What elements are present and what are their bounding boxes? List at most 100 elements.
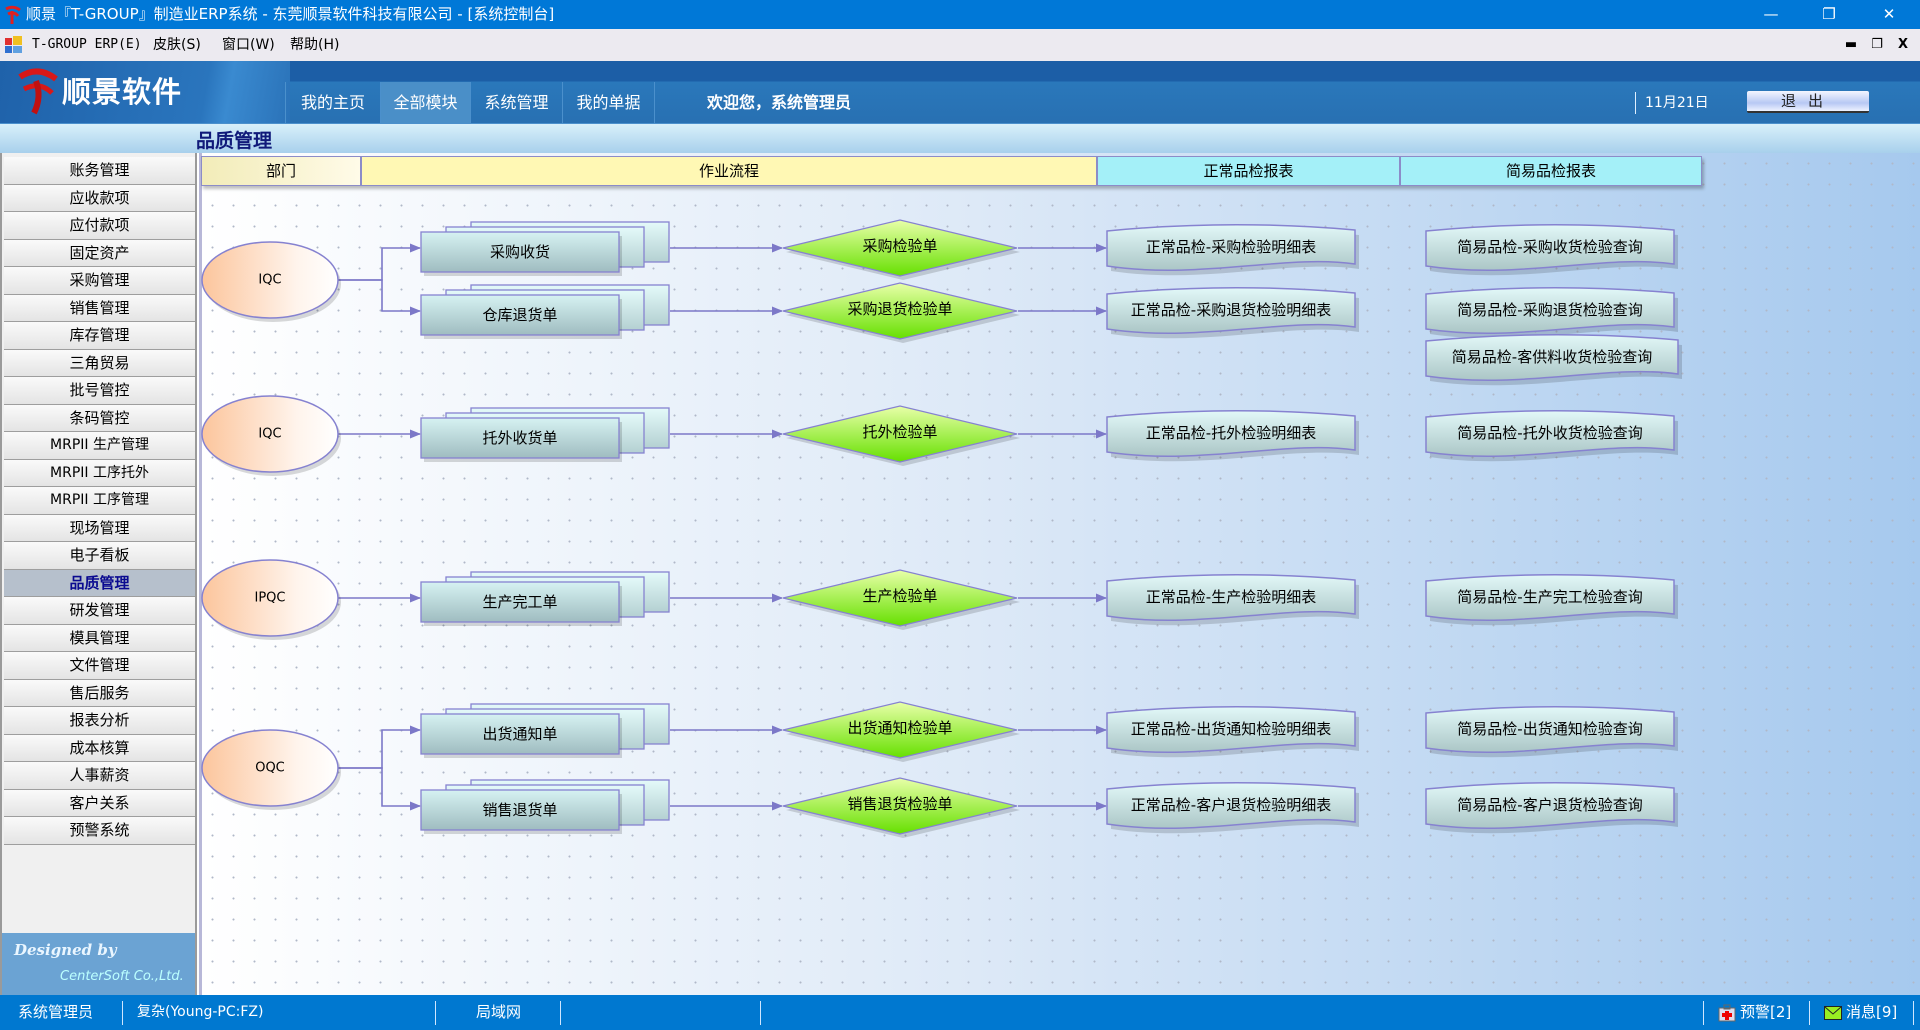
sidebar-item[interactable]: 客户关系 — [4, 789, 195, 817]
simple-report-link[interactable]: 简易品检-客户退货检验查询 — [1425, 782, 1678, 834]
sidebar-item[interactable]: 现场管理 — [4, 514, 195, 542]
inspection-node[interactable]: 托外检验单 — [782, 405, 1020, 466]
connector-arrow — [338, 243, 422, 281]
mdi-close-button[interactable]: X — [1897, 37, 1909, 52]
sidebar-item[interactable]: 应付款项 — [4, 212, 195, 240]
report-shape — [1106, 782, 1356, 829]
messages-link[interactable]: 消息[9] — [1846, 1003, 1898, 1021]
tab-system-management[interactable]: 系统管理 — [470, 82, 562, 123]
department-label: IQC — [258, 273, 281, 288]
tab-home[interactable]: 我的主页 — [285, 82, 380, 123]
report-label: 正常品检-出货通知检验明细表 — [1131, 720, 1331, 738]
simple-report-link[interactable]: 简易品检-客供料收货检验查询 — [1425, 334, 1682, 386]
document-node[interactable]: 仓库退货单 — [420, 284, 670, 339]
sidebar-item[interactable]: 账务管理 — [4, 157, 195, 185]
normal-report-link[interactable]: 正常品检-客户退货检验明细表 — [1106, 782, 1359, 834]
quality-flow-diagram: IQC IQC IPQC OQC 采购收货仓库退货单托外收货单生产完工单出货通知单销售退… — [201, 219, 1682, 838]
simple-report-link[interactable]: 简易品检-出货通知检验查询 — [1425, 706, 1678, 758]
document-node[interactable]: 出货通知单 — [420, 703, 670, 758]
department-node[interactable]: IQC — [201, 395, 341, 476]
menu-tgroup-erp[interactable]: T-GROUP ERP(E) — [32, 37, 142, 52]
inspection-diamond — [782, 701, 1018, 759]
sidebar-item[interactable]: MRPII 生产管理 — [4, 432, 195, 460]
normal-report-link[interactable]: 正常品检-出货通知检验明细表 — [1106, 706, 1359, 758]
mdi-minimize-button[interactable]: ▬ — [1844, 37, 1858, 52]
sidebar-item[interactable]: 成本核算 — [4, 734, 195, 762]
inspection-node[interactable]: 出货通知检验单 — [782, 701, 1020, 762]
sidebar-item[interactable]: MRPII 工序托外 — [4, 459, 195, 487]
department-node[interactable]: OQC — [201, 729, 341, 810]
report-shape — [1106, 706, 1356, 753]
report-shape — [1425, 410, 1675, 457]
title-bar: 顺景『T-GROUP』制造业ERP系统 - 东莞顺景软件科技有限公司 - [系统… — [0, 0, 1920, 29]
exit-button[interactable]: 退出 — [1747, 91, 1869, 113]
sidebar-item[interactable]: 品质管理 — [4, 569, 195, 597]
sidebar-item[interactable]: 批号管控 — [4, 377, 195, 405]
sidebar-item[interactable]: 应收款项 — [4, 184, 195, 212]
sidebar-item[interactable]: 销售管理 — [4, 294, 195, 322]
inspection-label: 采购检验单 — [862, 237, 937, 255]
minimize-button[interactable]: — — [1763, 5, 1779, 23]
sidebar-item[interactable]: 电子看板 — [4, 542, 195, 570]
menu-help[interactable]: 帮助(H) — [290, 37, 340, 53]
document-label: 仓库退货单 — [482, 306, 557, 324]
inspection-node[interactable]: 采购退货检验单 — [782, 282, 1020, 343]
status-divider — [435, 1001, 436, 1025]
alerts-link[interactable]: 预警[2] — [1740, 1003, 1792, 1021]
tab-all-modules[interactable]: 全部模块 — [380, 82, 470, 123]
restore-button[interactable]: ❐ — [1822, 5, 1836, 23]
inspection-node[interactable]: 生产检验单 — [782, 569, 1020, 630]
sidebar-item[interactable]: 售后服务 — [4, 679, 195, 707]
app-menu-icon[interactable] — [5, 36, 23, 54]
designed-by-panel: Designed by CenterSoft Co.,Ltd. — [2, 933, 195, 995]
sidebar-item[interactable]: 研发管理 — [4, 597, 195, 625]
tab-my-documents[interactable]: 我的单据 — [562, 82, 655, 123]
simple-report-link[interactable]: 简易品检-采购退货检验查询 — [1425, 287, 1678, 339]
simple-report-link[interactable]: 简易品检-托外收货检验查询 — [1425, 410, 1678, 462]
department-node[interactable]: IPQC — [201, 559, 341, 640]
alert-kit-icon[interactable] — [1718, 1004, 1736, 1022]
department-node[interactable]: IQC — [201, 241, 341, 322]
inspection-node[interactable]: 采购检验单 — [782, 219, 1020, 280]
sidebar-item[interactable]: 预警系统 — [4, 817, 195, 845]
document-node[interactable]: 采购收货 — [420, 221, 670, 276]
logo: 顺景软件 — [0, 61, 290, 123]
menu-skin[interactable]: 皮肤(S) — [153, 37, 201, 53]
sidebar-item[interactable]: 库存管理 — [4, 322, 195, 350]
document-node[interactable]: 销售退货单 — [420, 779, 670, 834]
normal-report-link[interactable]: 正常品检-托外检验明细表 — [1106, 410, 1359, 462]
mdi-restore-button[interactable]: ❐ — [1871, 37, 1883, 52]
sidebar-item[interactable]: 人事薪资 — [4, 762, 195, 790]
sidebar-item[interactable]: 固定资产 — [4, 239, 195, 267]
menu-window[interactable]: 窗口(W) — [222, 37, 275, 53]
message-envelope-icon[interactable] — [1824, 1006, 1842, 1020]
sidebar-item[interactable]: 模具管理 — [4, 624, 195, 652]
sidebar-item[interactable]: MRPII 工序管理 — [4, 487, 195, 515]
logo-swoosh-icon — [18, 68, 58, 115]
status-user: 系统管理员 — [18, 1003, 94, 1021]
report-label: 简易品检-客供料收货检验查询 — [1452, 348, 1652, 366]
report-label: 简易品检-托外收货检验查询 — [1457, 424, 1642, 442]
normal-report-link[interactable]: 正常品检-生产检验明细表 — [1106, 574, 1359, 626]
column-department: 部门 — [201, 156, 361, 186]
page-title: 品质管理 — [196, 130, 273, 152]
sidebar-item[interactable]: 三角贸易 — [4, 349, 195, 377]
simple-report-link[interactable]: 简易品检-生产完工检验查询 — [1425, 574, 1678, 626]
document-label: 托外收货单 — [482, 429, 557, 447]
sidebar-item[interactable]: 报表分析 — [4, 707, 195, 735]
document-box — [420, 231, 620, 273]
simple-report-link[interactable]: 简易品检-采购收货检验查询 — [1425, 224, 1678, 276]
sidebar-item[interactable]: 文件管理 — [4, 652, 195, 680]
document-node[interactable]: 生产完工单 — [420, 571, 670, 626]
inspection-node[interactable]: 销售退货检验单 — [782, 777, 1020, 838]
column-header: 部门 作业流程 正常品检报表 简易品检报表 — [201, 156, 1702, 186]
sidebar-item[interactable]: 条码管控 — [4, 404, 195, 432]
close-button[interactable]: ✕ — [1882, 5, 1896, 23]
normal-report-link[interactable]: 正常品检-采购检验明细表 — [1106, 224, 1359, 276]
report-shape — [1425, 287, 1675, 334]
department-ellipse — [201, 729, 339, 807]
document-node[interactable]: 托外收货单 — [420, 407, 670, 462]
sidebar-item[interactable]: 采购管理 — [4, 267, 195, 295]
normal-report-link[interactable]: 正常品检-采购退货检验明细表 — [1106, 287, 1359, 339]
inspection-diamond — [782, 777, 1018, 835]
